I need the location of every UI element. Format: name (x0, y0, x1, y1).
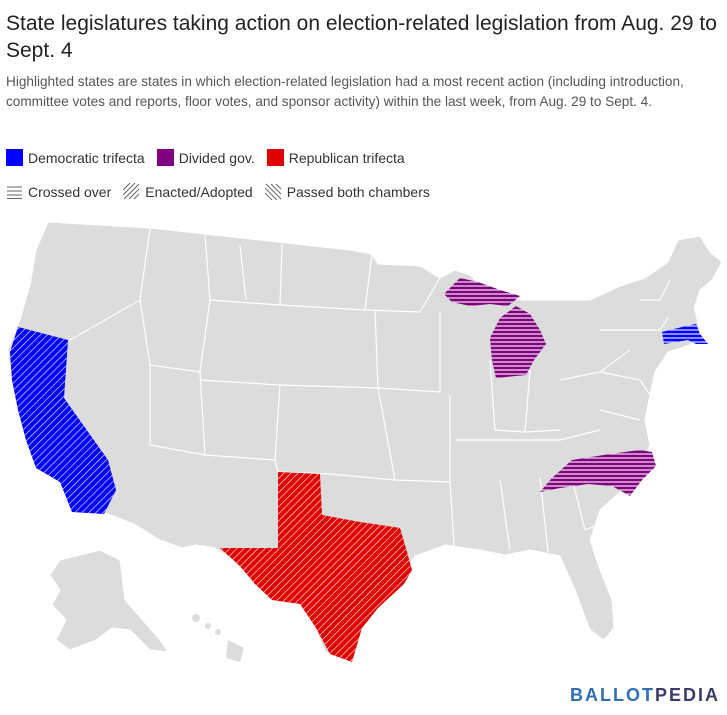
democratic-swatch (6, 149, 23, 166)
legend-item-divided: Divided gov. (156, 149, 255, 166)
us-map (7, 221, 723, 662)
diagonal-lines-icon (123, 183, 140, 200)
state-north-carolina (540, 450, 656, 496)
us-contiguous-base (7, 221, 723, 661)
state-california (10, 327, 116, 514)
chart-subtitle: Highlighted states are states in which e… (6, 74, 684, 109)
ballotpedia-logo: BALLOTPEDIA (570, 685, 720, 705)
hawaii-shape (192, 614, 244, 662)
legend-item-passed-both: Passed both chambers (264, 183, 430, 200)
legend-label: Enacted/Adopted (145, 183, 253, 200)
state-michigan (444, 278, 546, 378)
back-diagonal-lines-icon (264, 183, 282, 200)
legend-label: Divided gov. (178, 149, 255, 166)
legend-item-democratic: Democratic trifecta (6, 149, 145, 166)
legend-label: Republican trifecta (288, 149, 405, 166)
alaska-shape (49, 549, 170, 653)
republican-swatch (266, 149, 284, 166)
horizontal-lines-icon (7, 186, 22, 199)
legend-label: Democratic trifecta (28, 149, 145, 166)
legend-item-enacted: Enacted/Adopted (123, 183, 253, 200)
chart-title: State legislatures taking action on elec… (6, 12, 717, 62)
divided-swatch (156, 149, 174, 166)
pattern-legend: Crossed over Enacted/Adopted Passed both… (6, 183, 442, 200)
state-borders (69, 227, 671, 561)
legend-label: Passed both chambers (286, 183, 430, 200)
state-texas (220, 472, 412, 662)
legend-item-crossed-over: Crossed over (6, 183, 111, 200)
legend-item-republican: Republican trifecta (266, 149, 405, 166)
state-massachusetts (662, 324, 708, 344)
legend-label: Crossed over (28, 183, 112, 200)
color-legend: Democratic trifecta Divided gov. Republi… (6, 149, 417, 166)
